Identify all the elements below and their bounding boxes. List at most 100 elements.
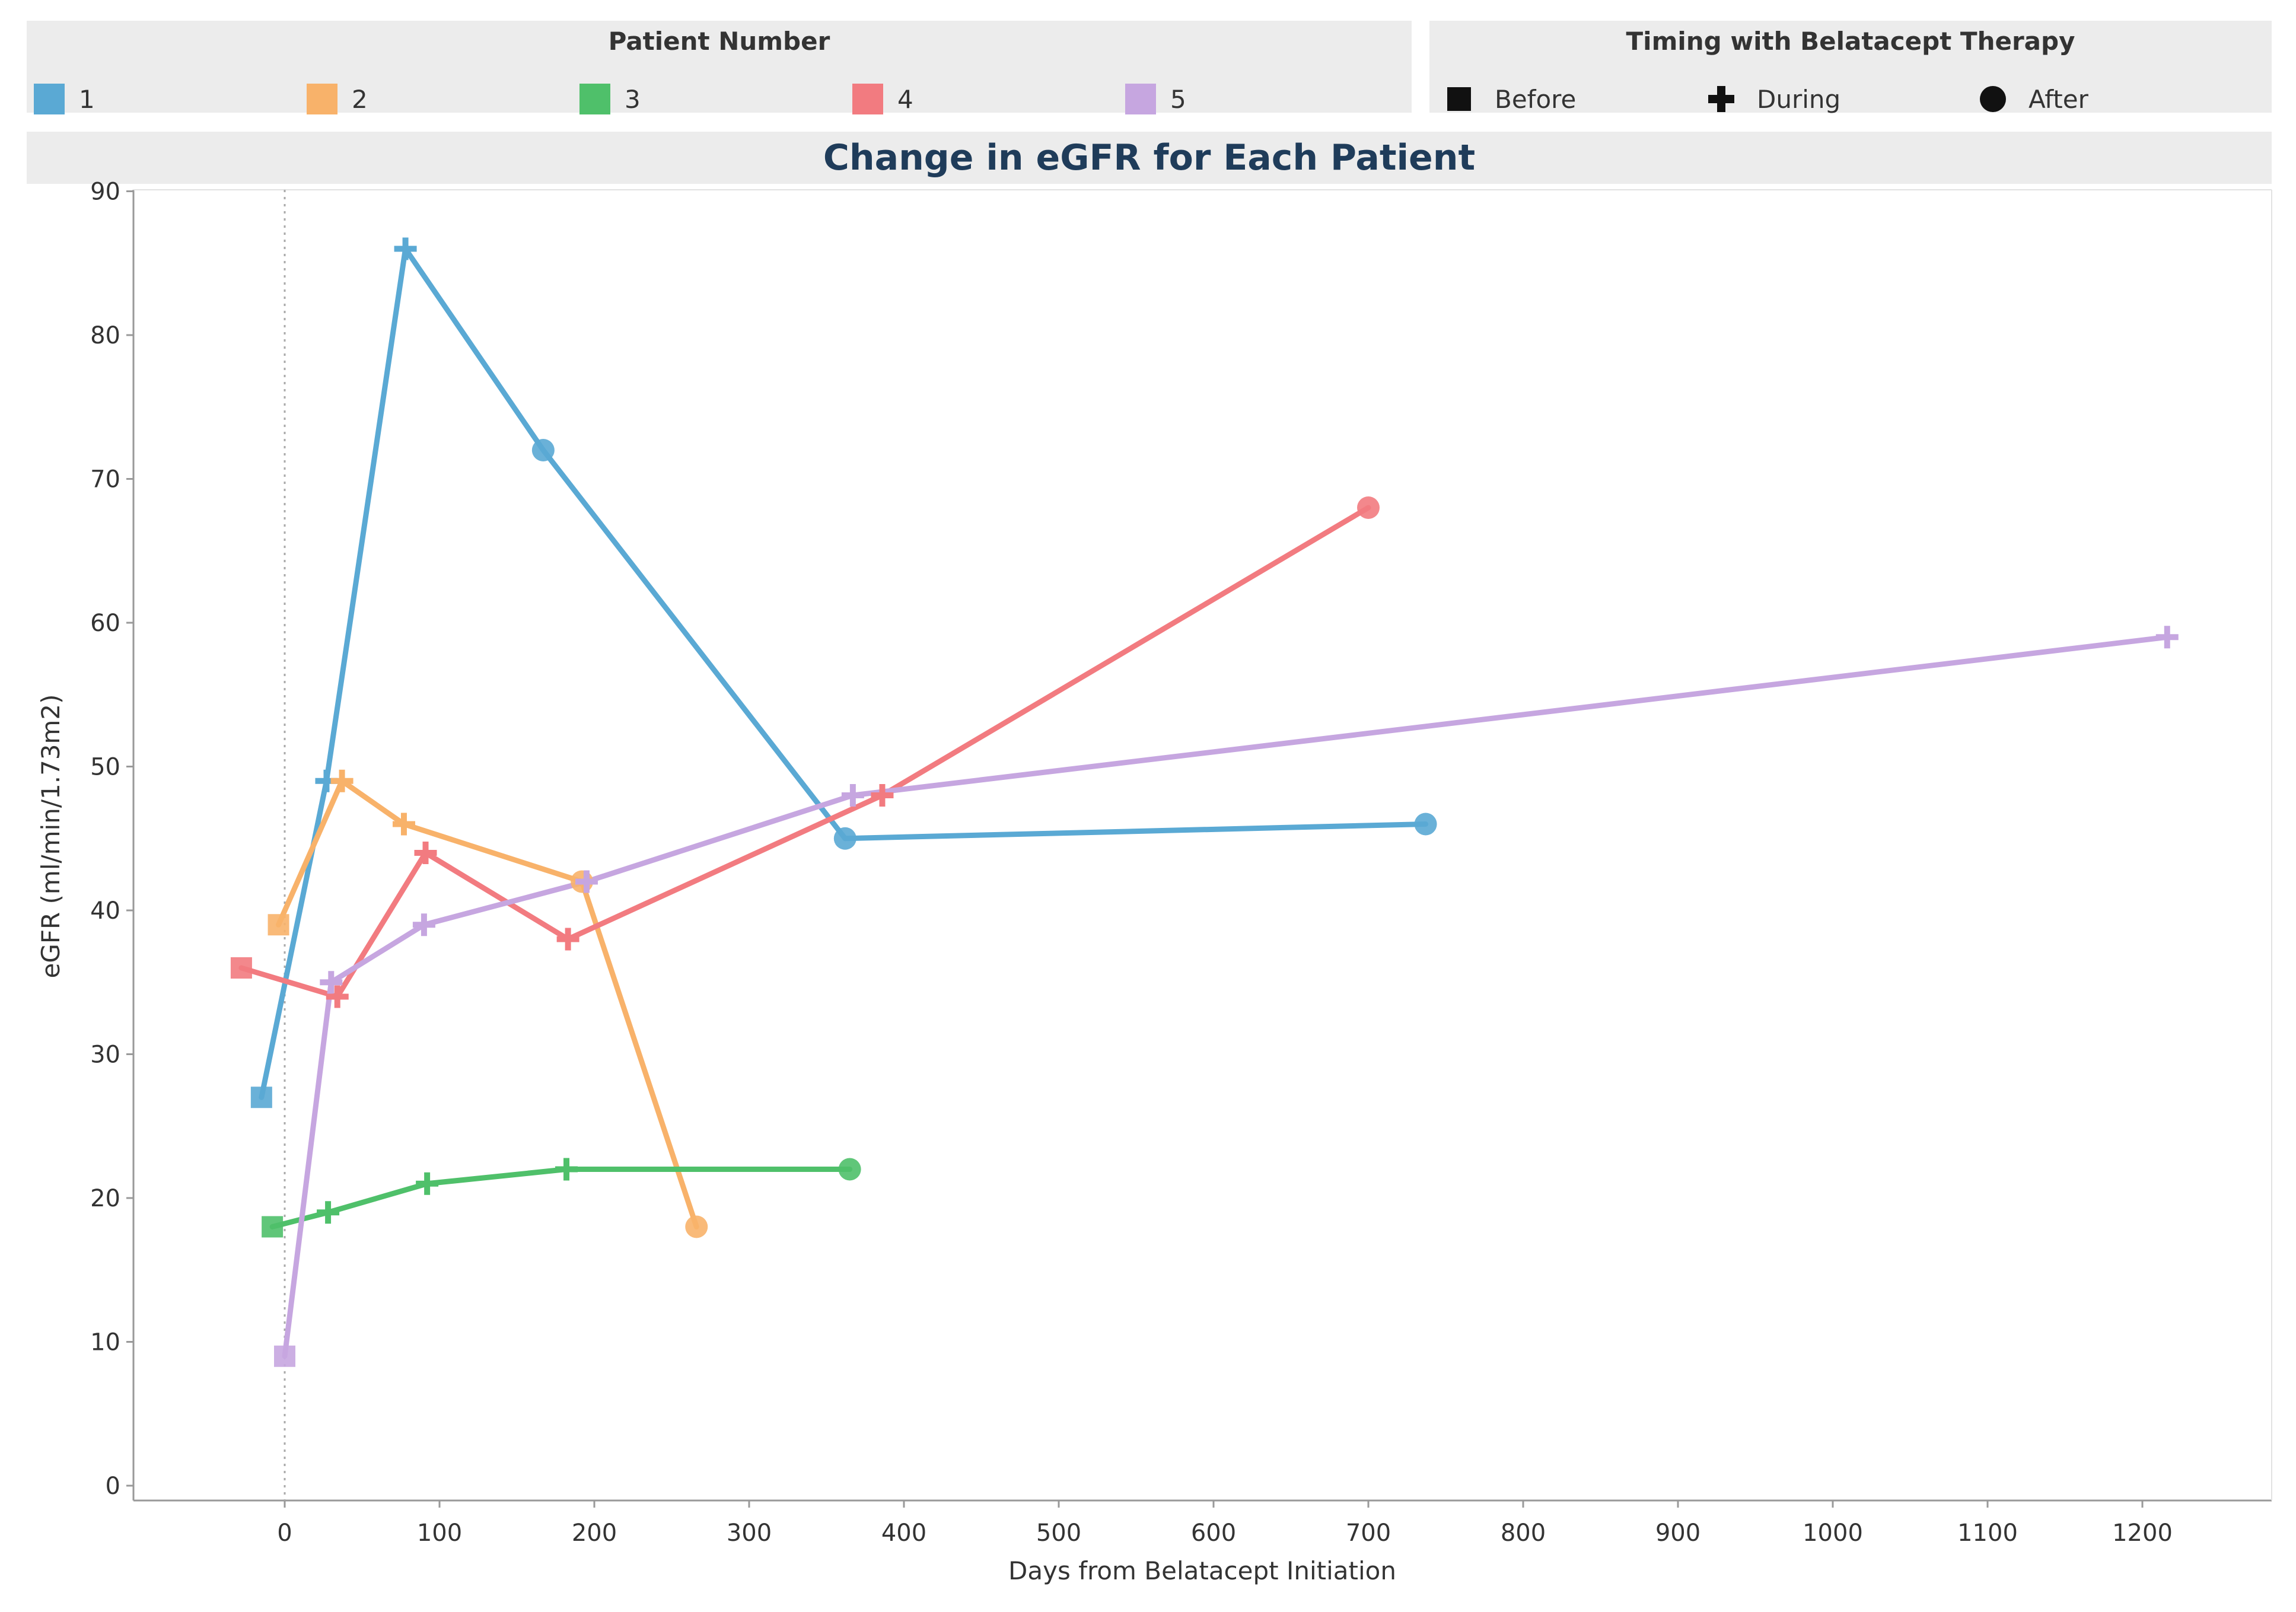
series-markers	[230, 237, 2179, 1367]
y-axis-label: eGFR (ml/min/1.73m2)	[36, 694, 65, 978]
marker-after-patient-3	[838, 1158, 861, 1181]
series-line-patient-5	[282, 634, 2170, 1359]
chart-title: Change in eGFR for Each Patient	[823, 137, 1476, 179]
marker-during-patient-4	[871, 784, 894, 807]
marker-during-patient-5	[841, 784, 864, 807]
marker-during-horizontal-bar	[330, 778, 354, 784]
marker-after-patient-1	[1414, 813, 1437, 836]
timing-legend-item-before[interactable]: Before	[1441, 81, 1576, 117]
patient-5-swatch	[1125, 84, 1156, 114]
x-tick-label: 400	[881, 1519, 926, 1547]
patient-legend-label: 3	[625, 84, 641, 114]
series-line-patient-3	[269, 1167, 853, 1229]
y-tick-label: 60	[90, 610, 120, 637]
series-line-patient-1	[259, 246, 1429, 1100]
marker-during-horizontal-bar	[412, 922, 435, 928]
marker-during-patient-5	[2155, 626, 2179, 649]
patient-legend-item-1[interactable]: 1	[34, 81, 95, 117]
marker-during-horizontal-bar	[555, 1166, 578, 1173]
marker-during-horizontal-bar	[315, 778, 338, 784]
patient-legend-item-3[interactable]: 3	[579, 81, 641, 117]
square-icon	[1447, 87, 1471, 111]
x-tick-label: 0	[277, 1519, 292, 1547]
marker-during-horizontal-bar	[575, 878, 598, 885]
marker-before-patient-4	[230, 957, 252, 979]
marker-before-patient-2	[268, 914, 289, 936]
timing-legend: Timing with Belatacept Therapy Before Du…	[1429, 21, 2272, 114]
marker-after-patient-1	[531, 439, 555, 461]
marker-during-horizontal-bar	[394, 246, 417, 252]
patient-legend-label: 1	[79, 84, 95, 114]
x-tick-label: 800	[1501, 1519, 1546, 1547]
marker-before-patient-5	[274, 1345, 295, 1367]
marker-during-patient-2	[330, 769, 354, 792]
marker-during-patient-2	[392, 813, 415, 836]
timing-legend-label: After	[2028, 84, 2088, 114]
y-tick-label: 20	[90, 1185, 120, 1212]
patient-legend-title: Patient Number	[608, 27, 830, 56]
x-tick-label: 1200	[2112, 1519, 2173, 1547]
patient-legend-item-4[interactable]: 4	[852, 81, 913, 117]
marker-during-patient-4	[414, 842, 437, 864]
chart-title-bar: Change in eGFR for Each Patient	[27, 132, 2272, 184]
patient-legend: Patient Number 1 2 3 4 5	[27, 21, 1412, 114]
x-tick-label: 600	[1191, 1519, 1236, 1547]
y-tick-label: 10	[90, 1329, 120, 1356]
marker-during-horizontal-bar	[317, 1209, 340, 1216]
marker-after-patient-2	[685, 1215, 708, 1238]
marker-during-horizontal-bar	[841, 792, 864, 798]
patient-legend-label: 5	[1170, 84, 1186, 114]
marker-before-patient-3	[262, 1216, 284, 1238]
timing-legend-label: During	[1757, 84, 1841, 114]
patient-3-swatch	[579, 84, 610, 114]
patient-1-swatch	[34, 84, 65, 114]
timing-legend-label: Before	[1495, 84, 1577, 114]
y-tick-label: 80	[90, 322, 120, 349]
marker-during-patient-4	[556, 928, 579, 951]
y-tick-label: 30	[90, 1041, 120, 1069]
x-axis-label: Days from Belatacept Initiation	[1008, 1556, 1396, 1585]
x-tick-label: 500	[1036, 1519, 1081, 1547]
y-tick-label: 90	[90, 179, 120, 206]
marker-during-horizontal-bar	[320, 979, 343, 986]
patient-legend-label: 2	[352, 84, 368, 114]
marker-during-patient-1	[394, 237, 417, 260]
marker-during-horizontal-bar	[871, 792, 894, 798]
series-lines	[238, 246, 2170, 1359]
patient-2-swatch	[307, 84, 337, 114]
timing-legend-item-after[interactable]: After	[1975, 81, 2088, 117]
x-tick-label: 300	[727, 1519, 772, 1547]
marker-after-patient-4	[1357, 496, 1380, 519]
x-tick-label: 700	[1346, 1519, 1391, 1547]
marker-during-patient-4	[326, 985, 349, 1008]
marker-before-patient-1	[250, 1087, 272, 1108]
marker-during-horizontal-bar	[414, 850, 437, 856]
y-tick-label: 50	[90, 754, 120, 781]
x-tick-label: 1100	[1957, 1519, 2018, 1547]
marker-during-horizontal-bar	[326, 993, 349, 1000]
marker-during-horizontal-bar	[556, 936, 579, 942]
timing-legend-item-during[interactable]: During	[1703, 81, 1840, 117]
marker-after-patient-1	[833, 827, 856, 850]
marker-during-patient-3	[555, 1158, 578, 1181]
marker-during-patient-3	[317, 1201, 340, 1224]
timing-legend-title: Timing with Belatacept Therapy	[1626, 27, 2075, 56]
marker-during-patient-5	[575, 870, 598, 893]
x-tick-label: 200	[572, 1519, 617, 1547]
y-tick-label: 40	[90, 897, 120, 925]
marker-during-patient-5	[320, 971, 343, 994]
patient-legend-item-5[interactable]: 5	[1125, 81, 1186, 117]
series-line-patient-4	[238, 505, 1371, 999]
patient-legend-item-2[interactable]: 2	[307, 81, 368, 117]
marker-during-horizontal-bar	[2155, 634, 2179, 641]
y-tick-label: 0	[106, 1473, 120, 1500]
marker-during-patient-3	[416, 1172, 439, 1195]
marker-during-horizontal-bar	[392, 821, 415, 827]
marker-during-patient-5	[412, 913, 435, 936]
x-tick-label: 1000	[1803, 1519, 1863, 1547]
patient-4-swatch	[852, 84, 883, 114]
plus-icon	[1708, 86, 1734, 112]
series-line-patient-2	[276, 778, 699, 1229]
